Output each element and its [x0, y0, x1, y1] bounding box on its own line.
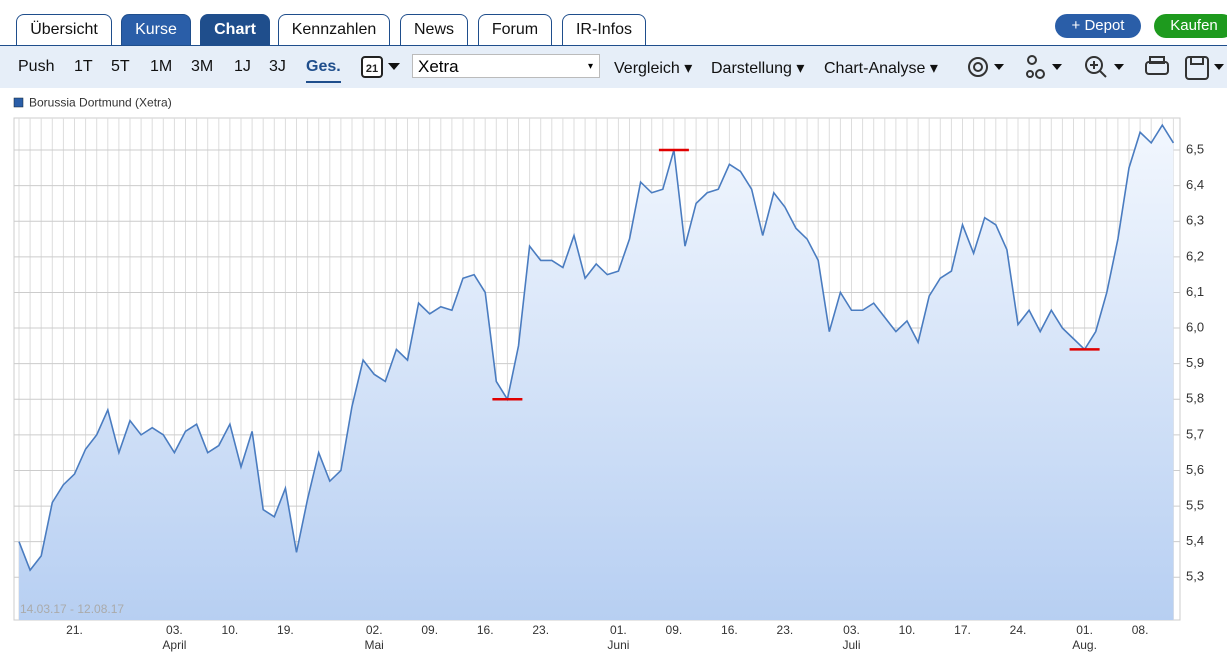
range[interactable]: 1J: [234, 58, 251, 75]
range[interactable]: Push: [18, 58, 55, 75]
tab-bar: Übersicht Kurse Chart Kennzahlen News Fo…: [0, 0, 1227, 46]
chart: Borussia Dortmund (Xetra) 5,3 5,4 5,5 5,6 5,…: [13, 96, 1204, 652]
x-tick-label: 19.: [277, 623, 294, 637]
menu[interactable]: Chart-Analyse ▾: [824, 60, 938, 77]
menu-label: Vergleich: [614, 60, 680, 77]
x-tick-label: 21.: [66, 623, 83, 637]
tool-icons[interactable]: [964, 52, 1227, 82]
y-tick-label: 6,5: [1186, 141, 1204, 156]
exchange: Xetra: [418, 57, 459, 76]
x-month-label: Juli: [842, 638, 860, 652]
toolbar: Push 1T 5T 1M 3M 1J 3J Ges. 21 Xetra ▾ Ve…: [0, 46, 1227, 88]
x-month-label: Juni: [607, 638, 629, 652]
x-tick-label: 09.: [666, 623, 683, 637]
x-tick-label: 16.: [477, 623, 494, 637]
tab[interactable]: Kurse: [121, 14, 191, 45]
exchange-select[interactable]: Xetra ▾: [412, 54, 600, 78]
x-tick-label: 10.: [222, 623, 239, 637]
x-tick-label: 01.: [1076, 623, 1093, 637]
menu[interactable]: Vergleich ▾: [614, 60, 693, 77]
line: [18, 123, 1175, 572]
x-month-label: Mai: [365, 638, 384, 652]
tab[interactable]: Chart: [200, 14, 270, 45]
y-tick-label: 5,8: [1186, 391, 1204, 406]
x-tick-label: 02.: [366, 623, 383, 637]
y-tick-label: 5,4: [1186, 533, 1204, 548]
range[interactable]: 1M: [150, 58, 173, 75]
x-tick-label: 03.: [166, 623, 183, 637]
calendar-day: 21: [366, 63, 378, 75]
y-tick-label: 6,4: [1186, 177, 1204, 192]
x-tick-label: 17.: [954, 623, 971, 637]
y-tick-label: 5,9: [1186, 355, 1204, 370]
range[interactable]: 3M: [191, 58, 214, 75]
tab[interactable]: IR-Infos: [562, 14, 646, 45]
x-month-label: April: [162, 638, 186, 652]
x-tick-label: 09.: [421, 623, 438, 637]
menu-label: Darstellung: [711, 60, 792, 77]
x-tick-label: 10.: [899, 623, 916, 637]
x-month-label: Aug.: [1072, 638, 1097, 652]
range[interactable]: 5T: [111, 58, 130, 75]
area: [19, 125, 1174, 620]
y-tick-label: 5,7: [1186, 426, 1204, 441]
x-tick-label: 03.: [843, 623, 860, 637]
x-tick-label: 16.: [721, 623, 738, 637]
range-selected[interactable]: Ges.: [306, 58, 341, 83]
y-tick-label: 6,2: [1186, 248, 1204, 263]
x-tick-label: 08.: [1132, 623, 1149, 637]
x-tick-label: 01.: [610, 623, 627, 637]
x-tick-label: 23.: [777, 623, 794, 637]
y-tick-label: 5,6: [1186, 462, 1204, 477]
date-range: 14.03.17 - 12.08.17: [20, 602, 124, 616]
range[interactable]: 1T: [74, 58, 93, 75]
depot-button[interactable]: + Depot: [1055, 14, 1141, 38]
tab[interactable]: Forum: [478, 14, 552, 45]
range[interactable]: 3J: [269, 58, 286, 75]
x-tick-label: 24.: [1010, 623, 1027, 637]
y-tick-label: 5,3: [1186, 569, 1204, 584]
calendar-icon[interactable]: 21: [360, 54, 404, 80]
tab[interactable]: News: [400, 14, 468, 45]
y-tick-label: 6,3: [1186, 213, 1204, 228]
tab[interactable]: Übersicht: [16, 14, 112, 45]
x-tick-label: 23.: [532, 623, 549, 637]
menu-label: Chart-Analyse: [824, 60, 926, 77]
legend-swatch: [13, 97, 24, 108]
y-tick-label: 5,5: [1186, 498, 1204, 513]
legend-label: Borussia Dortmund (Xetra): [29, 96, 172, 110]
buy-button[interactable]: Kaufen: [1154, 14, 1227, 38]
tab[interactable]: Kennzahlen: [278, 14, 390, 45]
y-tick-label: 6,1: [1186, 284, 1204, 299]
y-tick-label: 6,0: [1186, 319, 1204, 334]
menu[interactable]: Darstellung ▾: [711, 60, 805, 77]
